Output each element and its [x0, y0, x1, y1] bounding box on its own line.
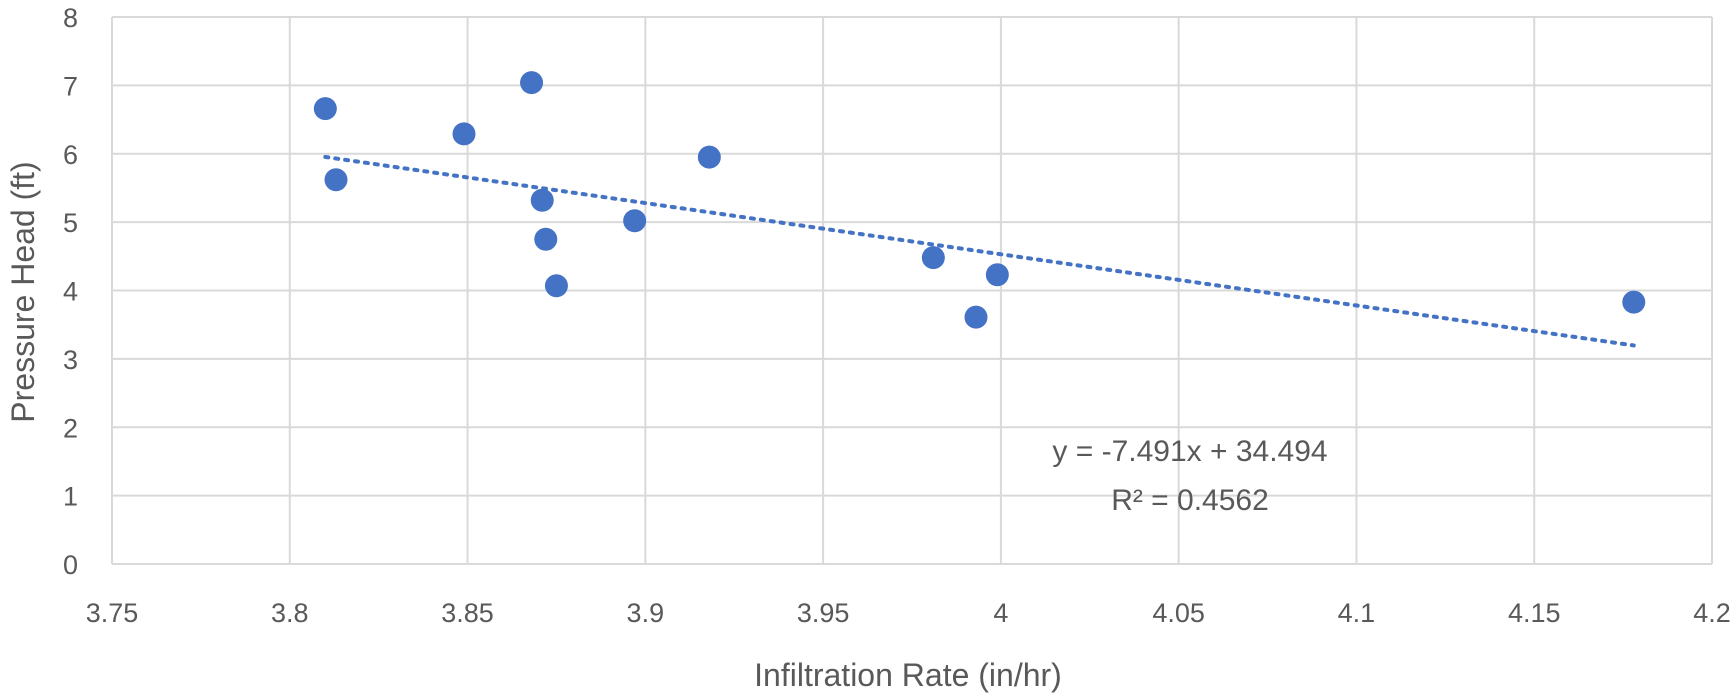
data-point — [452, 122, 476, 146]
x-tick-label: 4.2 — [1693, 598, 1731, 628]
data-point — [324, 168, 348, 192]
data-point — [697, 145, 721, 169]
x-tick-label: 3.75 — [86, 598, 139, 628]
data-point — [530, 188, 554, 212]
data-point — [544, 274, 568, 298]
y-tick-labels: 0 1 2 3 4 5 6 7 8 — [63, 3, 78, 580]
x-tick-labels: 3.75 3.8 3.85 3.9 3.95 4 4.05 4.1 4.15 4.2 — [86, 598, 1731, 628]
trendline-equation: y = -7.491x + 34.494 — [1052, 435, 1327, 468]
y-tick-label: 3 — [63, 345, 78, 375]
x-axis-title: Infiltration Rate (in/hr) — [754, 657, 1062, 693]
data-point — [520, 71, 544, 95]
data-point — [921, 246, 945, 270]
y-tick-label: 7 — [63, 71, 78, 101]
data-point — [1622, 290, 1646, 314]
y-axis-title: Pressure Head (ft) — [5, 161, 41, 422]
trendline — [323, 154, 1636, 348]
y-tick-label: 5 — [63, 208, 78, 238]
data-point — [534, 227, 558, 251]
data-point — [985, 263, 1009, 287]
data-points — [313, 71, 1646, 329]
y-tick-label: 2 — [63, 413, 78, 443]
y-tick-label: 4 — [63, 277, 78, 307]
x-tick-label: 3.8 — [271, 598, 309, 628]
x-tick-label: 3.95 — [797, 598, 850, 628]
y-tick-label: 0 — [63, 550, 78, 580]
x-tick-label: 4 — [993, 598, 1008, 628]
y-tick-label: 6 — [63, 140, 78, 170]
x-tick-label: 4.15 — [1508, 598, 1561, 628]
trendline-r-squared: R² = 0.4562 — [1111, 484, 1269, 517]
x-tick-label: 4.1 — [1338, 598, 1376, 628]
data-point — [313, 97, 337, 121]
x-tick-label: 3.85 — [441, 598, 494, 628]
y-tick-label: 8 — [63, 3, 78, 33]
data-point — [964, 305, 988, 329]
y-gridlines — [112, 16, 1712, 565]
trendline-group — [323, 154, 1636, 348]
x-tick-label: 4.05 — [1152, 598, 1205, 628]
data-point — [623, 209, 647, 233]
x-tick-label: 3.9 — [627, 598, 665, 628]
y-tick-label: 1 — [63, 482, 78, 512]
